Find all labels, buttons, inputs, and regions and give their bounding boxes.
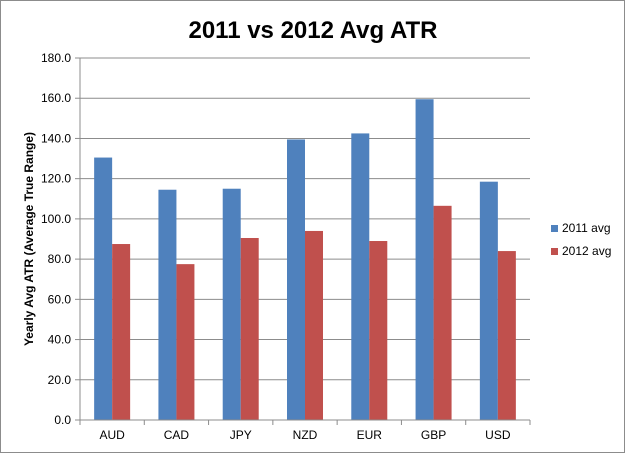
bar-gbp-1 — [415, 99, 434, 420]
bar-nzd-1 — [287, 139, 305, 420]
x-tick-label: USD — [485, 428, 511, 442]
y-tick-label: 0.0 — [54, 413, 71, 427]
legend-label: 2011 avg — [562, 221, 611, 235]
bar-usd-1 — [479, 181, 498, 420]
legend-swatch — [551, 225, 558, 232]
chart-title: 2011 vs 2012 Avg ATR — [188, 17, 437, 44]
y-tick-label: 20.0 — [48, 373, 72, 387]
x-tick-label: NZD — [293, 428, 318, 442]
bar-eur-2 — [369, 241, 388, 420]
x-tick-label: JPY — [230, 428, 252, 442]
bar-usd-2 — [497, 251, 516, 420]
bars — [94, 99, 516, 421]
y-tick-label: 60.0 — [48, 292, 72, 306]
x-tick-label: CAD — [164, 428, 190, 442]
y-tick-label: 160.0 — [41, 91, 71, 105]
legend-label: 2012 avg — [562, 244, 611, 258]
y-axis-label: Yearly Avg ATR (Average True Range) — [22, 132, 36, 346]
y-tick-label: 180.0 — [41, 51, 71, 65]
y-tick-label: 100.0 — [41, 212, 71, 226]
x-tick-label: EUR — [357, 428, 383, 442]
bar-aud-2 — [112, 244, 131, 420]
tick-labels: 0.0 20.0 40.0 60.0 80.0 100.0 120.0 140.0 160.0 1… — [41, 51, 511, 442]
y-tick-label: 40.0 — [48, 333, 72, 347]
bar-aud-1 — [94, 157, 113, 421]
bar-cad-2 — [176, 264, 195, 420]
bar-jpy-2 — [240, 237, 259, 420]
axes — [79, 58, 530, 421]
legend-swatch — [551, 248, 558, 255]
bar-gbp-2 — [433, 205, 452, 420]
legend: 2011 avg 2012 avg — [551, 221, 611, 258]
bar-nzd-2 — [305, 230, 323, 420]
y-tick-label: 120.0 — [41, 172, 71, 186]
x-tick-label: GBP — [421, 428, 446, 442]
y-tick-label: 80.0 — [48, 252, 72, 266]
bar-cad-1 — [158, 189, 177, 420]
bar-jpy-1 — [222, 188, 241, 420]
bar-eur-1 — [351, 133, 370, 420]
y-tick-label: 140.0 — [41, 131, 71, 145]
x-tick-label: AUD — [99, 428, 125, 442]
